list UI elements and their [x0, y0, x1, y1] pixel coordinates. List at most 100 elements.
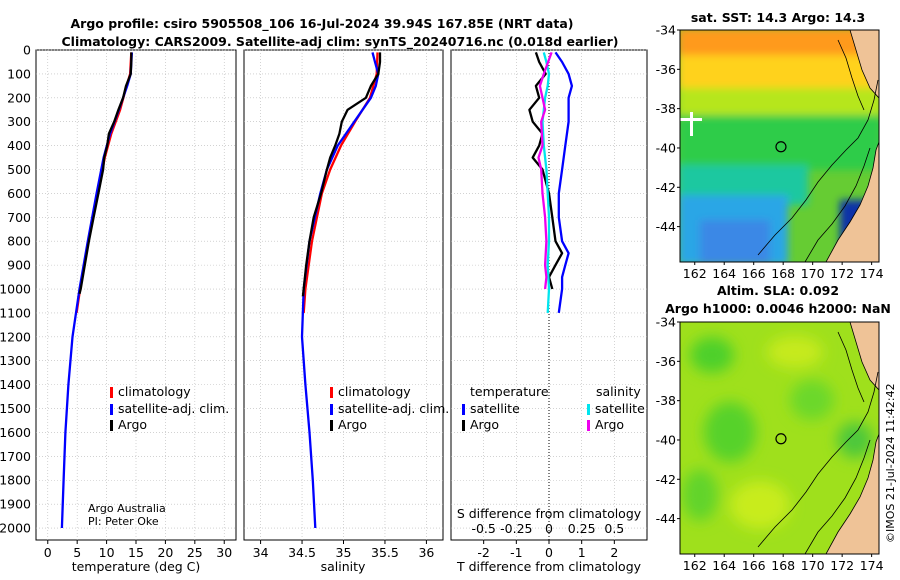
legend-argo-swatch	[110, 420, 113, 431]
sst-argo-marker	[775, 141, 787, 153]
sst-map-image	[680, 30, 879, 262]
map-lon-label: 170	[801, 266, 825, 281]
y-tick-label: 1300	[0, 353, 31, 368]
legend-climatology-label: climatology	[118, 384, 191, 399]
y-tick-label: 1800	[0, 473, 31, 488]
temperature-legend: climatology satellite-adj. clim. Argo	[110, 384, 229, 432]
s-difference-tick-label: -0.25	[500, 521, 532, 536]
map-lat-label: -40	[656, 432, 676, 447]
map-lat-label: -40	[656, 140, 676, 155]
s-difference-axis-label: S difference from climatology	[457, 506, 642, 521]
x-tick-label: 0	[545, 545, 553, 560]
map-lon-label: 168	[771, 558, 795, 573]
sla-argo-marker	[775, 433, 787, 445]
sst-missing-pixels	[690, 112, 693, 136]
legend-satellite-swatch	[110, 404, 113, 415]
y-tick-label: 500	[7, 162, 31, 177]
credit-line2: PI: Peter Oke	[88, 515, 159, 528]
sst-lime-band	[680, 88, 879, 118]
imos-stamp: ©IMOS 21-Jul-2024 11:42:42	[884, 383, 897, 543]
map-lon-label: 166	[742, 266, 766, 281]
x-tick-label: 36	[418, 545, 434, 560]
map-lon-label: 164	[712, 266, 736, 281]
temperature-tick-labels: 0 5 10 15 20 25 30	[44, 540, 232, 560]
s-difference-tick-label: -0.5	[471, 521, 495, 536]
sla-map-ticks: 162 164 166 168 170 172 174 -34 -36 -38 -40 -42 -44	[656, 315, 884, 574]
map-lat-label: -42	[656, 472, 676, 487]
map-lat-label: -34	[656, 315, 676, 330]
temperature-grid	[36, 49, 236, 540]
map-lat-label: -36	[656, 62, 676, 77]
map-lon-label: 170	[801, 558, 825, 573]
map-lon-label: 172	[830, 558, 854, 573]
salinity-axis-label: salinity	[321, 559, 366, 574]
map-lat-label: -44	[656, 511, 676, 526]
sst-blue-patch	[700, 220, 770, 262]
sst-isobath-3	[837, 39, 865, 111]
y-tick-label: 2000	[0, 521, 31, 536]
legend-salinity-title: salinity	[596, 384, 641, 399]
sst-field	[680, 30, 879, 262]
legend-climatology-label: climatology	[338, 384, 411, 399]
x-tick-label: 0	[44, 545, 52, 560]
series-line	[528, 52, 564, 290]
sla-map-title: Altim. SLA: 0.092	[717, 283, 839, 298]
y-tick-label: 900	[7, 258, 31, 273]
legend-s-satellite-swatch	[587, 404, 590, 415]
sst-north-island-land	[849, 30, 879, 99]
series-line	[541, 52, 551, 313]
legend-argo-label: Argo	[338, 417, 367, 432]
legend-s-satellite-label: satellite	[595, 401, 645, 416]
temperature-lines	[60, 52, 134, 529]
y-tick-label: 200	[7, 90, 31, 105]
series-line	[60, 52, 134, 529]
series-line	[537, 52, 553, 290]
map-lon-label: 174	[860, 558, 884, 573]
x-tick-label: 30	[216, 545, 232, 560]
temperature-panel-frame	[35, 49, 237, 541]
x-tick-label: 5	[73, 545, 81, 560]
sla-green-eddy	[704, 402, 756, 462]
series-line	[300, 52, 380, 529]
x-tick-label: 20	[157, 545, 173, 560]
y-tick-label: 700	[7, 210, 31, 225]
map-lat-label: -42	[656, 180, 676, 195]
map-lon-label: 172	[830, 266, 854, 281]
t-difference-tick-labels: -2 -1 0 1 2	[477, 540, 618, 560]
y-tick-label: 1500	[0, 401, 31, 416]
salinity-tick-labels: 34 34.5 35 35.5 36	[253, 540, 434, 560]
y-tick-label: 1200	[0, 329, 31, 344]
x-tick-label: 10	[99, 545, 115, 560]
difference-lines	[528, 51, 574, 314]
legend-climatology-swatch	[110, 387, 113, 398]
y-tick-label: 1600	[0, 425, 31, 440]
map-lat-label: -36	[656, 354, 676, 369]
legend-t-argo-swatch	[462, 420, 465, 431]
y-tick-label: 1900	[0, 497, 31, 512]
sst-south-island-land	[825, 141, 879, 262]
map-lon-label: 174	[860, 266, 884, 281]
x-tick-label: 15	[128, 545, 144, 560]
x-tick-label: 34.5	[288, 545, 316, 560]
map-lat-label: -38	[656, 101, 676, 116]
legend-climatology-swatch	[330, 387, 333, 398]
y-tick-label: 1100	[0, 305, 31, 320]
legend-t-satellite-label: satellite	[470, 401, 520, 416]
x-tick-label: -1	[510, 545, 522, 560]
legend-s-argo-swatch	[587, 420, 590, 431]
y-tick-label: 1400	[0, 377, 31, 392]
legend-argo-swatch	[330, 420, 333, 431]
legend-t-satellite-swatch	[462, 404, 465, 415]
series-line	[78, 52, 133, 295]
salinity-panel-frame	[243, 49, 444, 541]
s-difference-tick-labels: -0.5 -0.25 0 0.25 0.5	[471, 521, 624, 536]
y-tick-label: 1000	[0, 282, 31, 297]
sla-isobath-2	[804, 439, 871, 554]
y-tick-label: 1700	[0, 449, 31, 464]
s-difference-tick-label: 0.5	[604, 521, 624, 536]
map-lon-label: 162	[683, 266, 707, 281]
x-tick-label: 25	[187, 545, 203, 560]
header-line2: Climatology: CARS2009. Satellite-adj cli…	[61, 34, 618, 50]
map-lon-label: 164	[712, 558, 736, 573]
salinity-legend: climatology satellite-adj. clim. Argo	[330, 384, 449, 432]
